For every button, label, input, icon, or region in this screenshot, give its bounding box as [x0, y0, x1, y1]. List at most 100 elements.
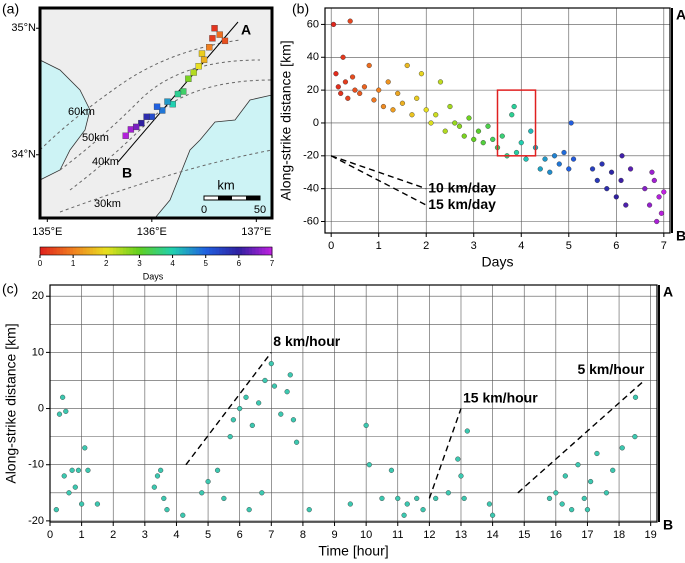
plot-frame: [324, 7, 671, 234]
point: [333, 71, 339, 77]
colorbar-segment: [132, 247, 137, 255]
point: [461, 495, 467, 502]
x-tick-label: 9: [331, 529, 337, 541]
colorbar-segment: [136, 247, 140, 255]
point: [385, 79, 391, 85]
event: [164, 98, 171, 105]
x-tick-label: 137°E: [241, 226, 271, 238]
x-tick-label: 14: [486, 529, 498, 541]
point: [490, 136, 496, 142]
event: [185, 75, 192, 82]
colorbar-segment: [169, 247, 174, 255]
colorbar-segment: [53, 247, 58, 255]
panel-label: (a): [2, 1, 19, 17]
annotation: 8 km/hour: [273, 333, 340, 349]
colorbar-segment: [199, 247, 203, 255]
point: [237, 405, 243, 412]
point: [485, 123, 491, 129]
point: [632, 434, 638, 440]
point: [442, 128, 448, 134]
event: [195, 63, 202, 70]
panel-label: (c): [2, 281, 18, 297]
point: [366, 462, 372, 468]
y-tick-label: 20: [307, 84, 319, 96]
point: [623, 202, 629, 208]
point: [627, 166, 634, 172]
point: [404, 62, 410, 69]
colorbar-segment: [102, 247, 107, 255]
colorbar-segment: [159, 247, 164, 255]
point: [490, 512, 496, 518]
colorbar-segment: [109, 247, 114, 255]
event: [190, 69, 197, 76]
point: [464, 428, 470, 434]
point: [366, 62, 372, 69]
colorbar-segment: [73, 247, 77, 255]
point: [458, 473, 464, 479]
event: [132, 123, 140, 131]
colorbar-segment: [262, 247, 266, 255]
annotation: 10 km/day: [428, 179, 496, 195]
colorbar-segment: [189, 247, 193, 255]
point: [330, 21, 337, 28]
point: [618, 177, 624, 184]
event: [153, 103, 161, 110]
colorbar-segment: [268, 247, 273, 255]
colorbar-segment: [215, 247, 220, 255]
point: [256, 400, 262, 406]
point: [399, 100, 406, 106]
point: [568, 120, 574, 126]
point: [594, 450, 600, 457]
point: [158, 467, 164, 473]
land: [40, 8, 272, 218]
colorbar-segment: [119, 247, 124, 255]
point: [243, 394, 249, 400]
end-label: B: [663, 517, 673, 533]
colorbar-segment: [106, 247, 111, 255]
x-tick-label: 10: [360, 529, 372, 541]
point: [452, 120, 458, 126]
point: [456, 123, 463, 129]
x-tick-label: 4: [518, 240, 524, 252]
colorbar-segment: [172, 247, 177, 255]
colorbar-tick-label: 3: [137, 259, 142, 268]
point: [428, 120, 434, 126]
colorbar-segment: [258, 247, 263, 255]
colorbar-segment: [228, 247, 233, 255]
point: [371, 97, 377, 103]
point: [79, 501, 85, 507]
point: [249, 422, 255, 429]
point: [610, 467, 616, 473]
x-tick-label: 15: [518, 529, 530, 541]
x-tick-label: 2: [423, 240, 429, 252]
colorbar-segment: [149, 247, 154, 255]
colorbar-segment: [225, 247, 230, 255]
point: [61, 473, 67, 479]
point: [486, 501, 493, 507]
point: [447, 103, 453, 110]
point: [584, 507, 591, 513]
point: [559, 501, 565, 507]
colorbar-segment: [248, 247, 253, 255]
colorbar-segment: [59, 247, 64, 255]
y-tick-label: 40: [307, 51, 319, 63]
colorbar-segment: [43, 247, 48, 255]
scale-label: 50: [254, 204, 266, 216]
colorbar-segment: [46, 247, 51, 255]
point: [246, 507, 252, 513]
colorbar-segment: [66, 247, 71, 255]
point: [401, 512, 407, 518]
colorbar-segment: [40, 247, 44, 255]
end-label: A: [663, 284, 673, 300]
point: [390, 107, 396, 113]
colorbar-segment: [142, 247, 147, 255]
point: [566, 166, 572, 172]
point: [658, 210, 665, 216]
scale-bar: [218, 196, 232, 200]
colorbar-segment: [63, 247, 68, 255]
event: [209, 35, 216, 42]
point: [94, 501, 101, 507]
point: [335, 84, 341, 90]
x-tick-label: 16: [550, 529, 562, 541]
event: [159, 107, 166, 114]
